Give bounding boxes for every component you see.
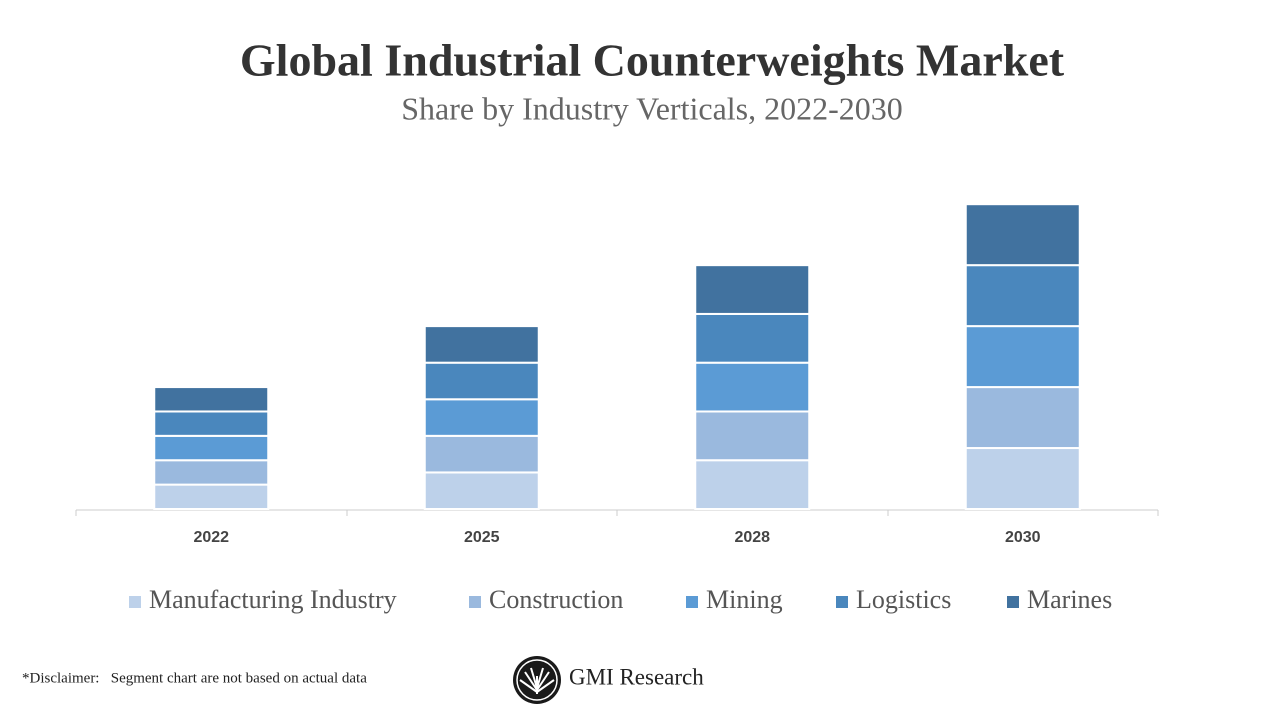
bar-segment [423,398,540,437]
bar-segment [694,361,811,413]
legend-swatch [1007,596,1019,608]
disclaimer: *Disclaimer: Segment chart are not based… [22,670,367,686]
bar-segment [153,483,270,511]
bar-segment [423,325,540,364]
bar-segment [423,361,540,401]
chart-subtitle: Share by Industry Verticals, 2022-2030 [401,90,903,126]
bar-segment [694,459,811,511]
legend-label: Marines [1027,585,1112,614]
bar-segment [964,203,1081,267]
x-tick-label: 2025 [464,529,500,546]
bar-segment [153,434,270,462]
legend-swatch [836,596,848,608]
x-tick-label: 2028 [734,529,770,546]
legend-label: Construction [489,585,623,614]
legend-swatch [129,596,141,608]
bar-segment [694,312,811,364]
legend-label: Manufacturing Industry [149,585,397,614]
bar-segment [694,410,811,462]
bar-segment [964,386,1081,450]
bar-segment [153,386,270,413]
bar-segment [153,410,270,437]
bar-segment [423,434,540,474]
logo [513,656,561,704]
bar-segment [694,264,811,315]
brand: GMI Research [569,664,704,689]
x-tick-label: 2030 [1005,529,1041,546]
bar-segment [423,471,540,510]
bar-segment [964,264,1081,328]
legend-swatch [469,596,481,608]
bar-segment [153,459,270,486]
legend-swatch [686,596,698,608]
chart-title: Global Industrial Counterweights Market [240,35,1065,86]
legend-label: Mining [706,585,783,614]
bar-segment [964,447,1081,510]
x-tick-label: 2022 [193,529,229,546]
legend-label: Logistics [856,585,951,614]
bar-segment [964,325,1081,389]
category-separators [75,510,1159,516]
